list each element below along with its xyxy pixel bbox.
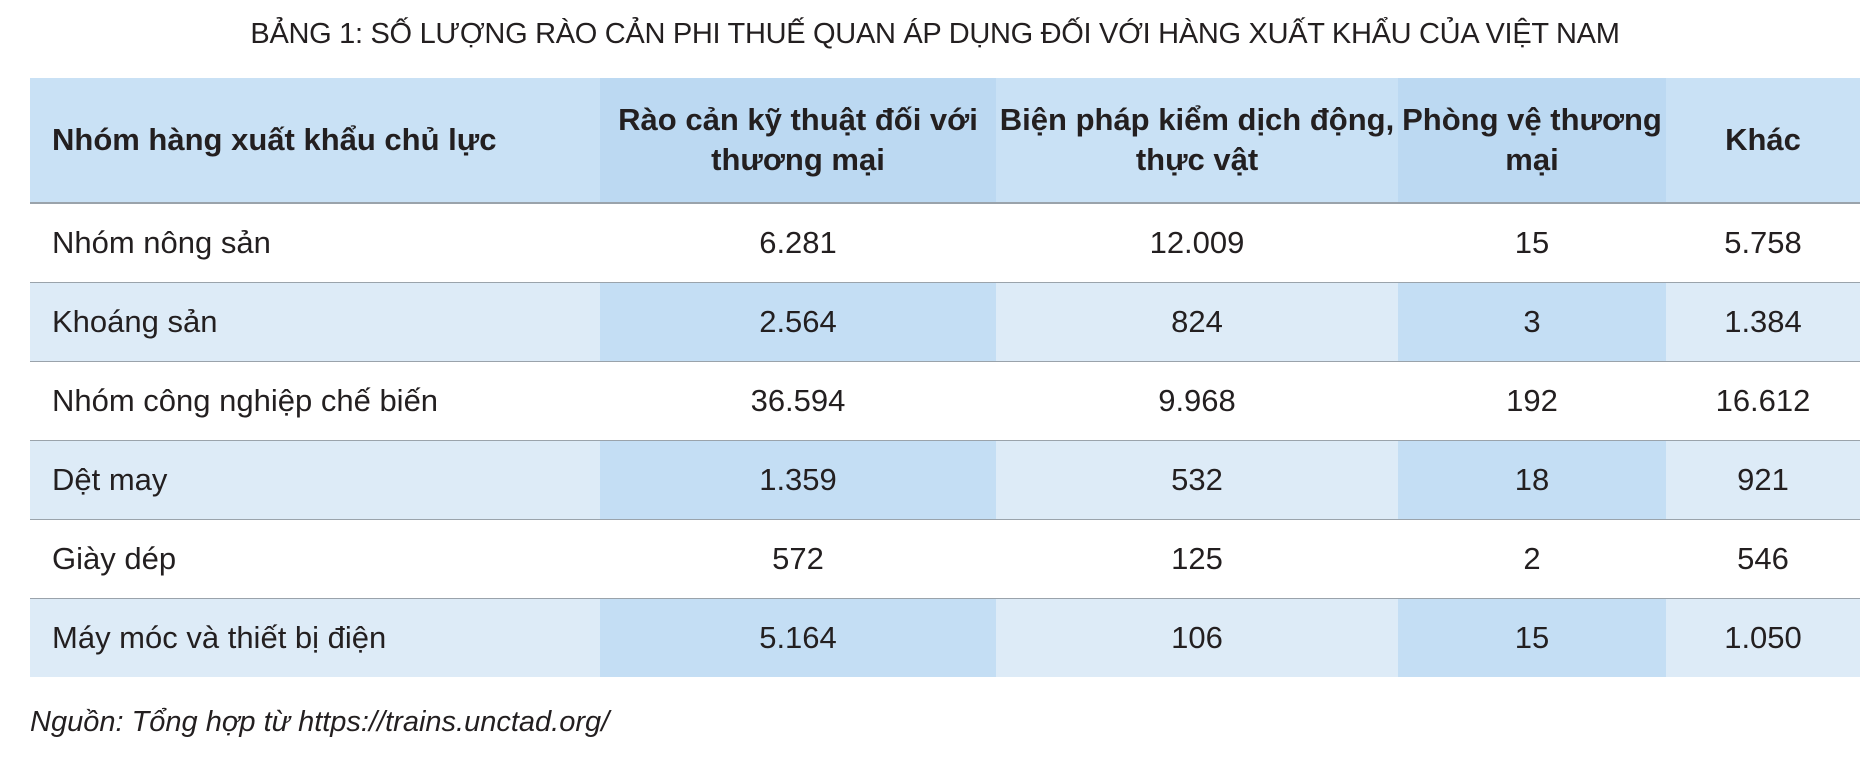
row-label: Giày dép	[30, 519, 600, 599]
table-cell: 546	[1666, 519, 1860, 599]
table-cell: 2.564	[600, 282, 996, 362]
table-cell: 824	[996, 282, 1398, 362]
table-cell: 6.281	[600, 203, 996, 283]
table-cell: 15	[1398, 598, 1666, 677]
row-label: Máy móc và thiết bị điện	[30, 598, 600, 677]
table-cell: 5.758	[1666, 203, 1860, 283]
table-cell: 15	[1398, 203, 1666, 283]
table-body: Nhóm nông sản 6.281 12.009 15 5.758 Khoáng sả…	[30, 203, 1860, 677]
row-label: Khoáng sản	[30, 282, 600, 362]
table-cell: 125	[996, 519, 1398, 599]
table-cell: 12.009	[996, 203, 1398, 283]
row-label: Nhóm công nghiệp chế biến	[30, 361, 600, 441]
column-header: Biện pháp kiểm dịch động, thực vật	[996, 78, 1398, 204]
table-title: BẢNG 1: SỐ LƯỢNG RÀO CẢN PHI THUẾ QUAN Á…	[250, 18, 1620, 50]
column-header: Khác	[1666, 78, 1860, 204]
table-cell: 18	[1398, 440, 1666, 520]
data-table: Nhóm hàng xuất khẩu chủ lực Rào cản kỹ th…	[30, 78, 1860, 677]
table-cell: 3	[1398, 282, 1666, 362]
column-header: Rào cản kỹ thuật đối với thương mại	[600, 78, 996, 204]
table-row: Máy móc và thiết bị điện 5.164 106 15 1.050	[30, 598, 1860, 677]
table-cell: 2	[1398, 519, 1666, 599]
header-row: Nhóm hàng xuất khẩu chủ lực Rào cản kỹ th…	[30, 78, 1860, 204]
table-cell: 5.164	[600, 598, 996, 677]
table-cell: 36.594	[600, 361, 996, 441]
table-cell: 1.050	[1666, 598, 1860, 677]
table-row: Nhóm công nghiệp chế biến 36.594 9.968 192 1…	[30, 361, 1860, 441]
table-cell: 572	[600, 519, 996, 599]
column-header: Phòng vệ thương mại	[1398, 78, 1666, 204]
table-cell: 532	[996, 440, 1398, 520]
table-row: Dệt may 1.359 532 18 921	[30, 440, 1860, 520]
table-cell: 1.384	[1666, 282, 1860, 362]
column-header: Nhóm hàng xuất khẩu chủ lực	[30, 78, 600, 204]
table-cell: 1.359	[600, 440, 996, 520]
table-cell: 921	[1666, 440, 1860, 520]
source-note: Nguồn: Tổng hợp từ https://trains.unctad…	[30, 706, 610, 738]
table-cell: 9.968	[996, 361, 1398, 441]
row-label: Nhóm nông sản	[30, 203, 600, 283]
row-label: Dệt may	[30, 440, 600, 520]
table-cell: 106	[996, 598, 1398, 677]
table-row: Giày dép 572 125 2 546	[30, 519, 1860, 599]
table-row: Nhóm nông sản 6.281 12.009 15 5.758	[30, 203, 1860, 283]
table-cell: 16.612	[1666, 361, 1860, 441]
table-row: Khoáng sản 2.564 824 3 1.384	[30, 282, 1860, 362]
table-cell: 192	[1398, 361, 1666, 441]
